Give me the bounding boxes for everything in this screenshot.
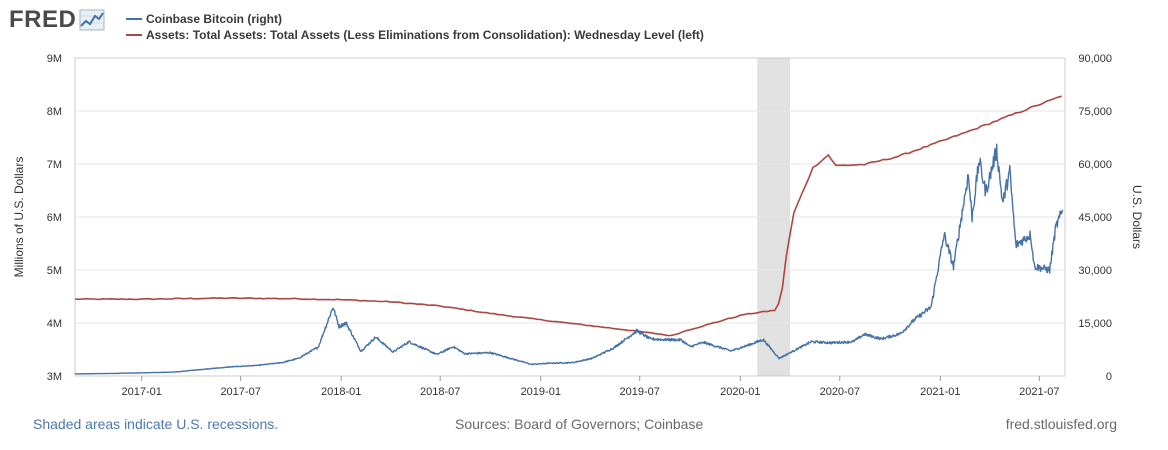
legend-swatch-assets xyxy=(126,34,142,36)
left-axis-tick-label: 5M xyxy=(47,265,62,277)
site-url[interactable]: fred.stlouisfed.org xyxy=(1005,416,1117,432)
legend-item-assets[interactable]: Assets: Total Assets: Total Assets (Less… xyxy=(126,27,704,43)
legend-label-assets: Assets: Total Assets: Total Assets (Less… xyxy=(146,28,704,42)
plot-area: 3M 0 4M 15,000 5M 30,000 6M 45,000 7M 60,000 8M 75,… xyxy=(12,53,1144,398)
right-axis-tick-label: 15,000 xyxy=(1078,318,1112,330)
sources-note: Sources: Board of Governors; Coinbase xyxy=(455,416,704,432)
legend-item-bitcoin[interactable]: Coinbase Bitcoin (right) xyxy=(126,11,704,27)
right-axis-tick-label: 60,000 xyxy=(1078,159,1112,171)
series-line-assets xyxy=(74,95,1062,337)
chart-legend: Coinbase Bitcoin (right) Assets: Total A… xyxy=(126,11,704,43)
x-axis-tick-label: 2019-07 xyxy=(620,386,660,398)
right-axis-tick-label: 90,000 xyxy=(1078,53,1112,65)
left-axis-tick-label: 6M xyxy=(47,212,62,224)
right-axis-title: U.S. Dollars xyxy=(1130,185,1144,249)
legend-label-bitcoin: Coinbase Bitcoin (right) xyxy=(146,12,282,26)
left-axis-tick-label: 9M xyxy=(47,53,62,65)
x-axis-tick-label: 2020-07 xyxy=(820,386,860,398)
right-axis-tick-label: 75,000 xyxy=(1078,106,1112,118)
left-axis-tick-label: 7M xyxy=(47,159,62,171)
recession-note-link[interactable]: Shaded areas indicate U.S. recessions. xyxy=(33,416,279,432)
left-axis-tick-label: 4M xyxy=(47,318,62,330)
x-axis-tick-label: 2018-07 xyxy=(420,386,460,398)
fred-logo[interactable]: FRED xyxy=(9,6,105,34)
x-axis-tick-label: 2017-01 xyxy=(122,386,162,398)
right-axis-tick-label: 0 xyxy=(1106,371,1112,383)
x-axis-tick-label: 2021-07 xyxy=(1019,386,1059,398)
left-axis-tick-label: 3M xyxy=(47,371,62,383)
series-line-bitcoin xyxy=(74,143,1064,375)
fred-logo-text: FRED xyxy=(9,6,77,33)
line-graph-icon xyxy=(79,9,105,31)
left-axis-title: Millions of U.S. Dollars xyxy=(12,157,26,278)
plot-border xyxy=(74,57,1066,377)
right-axis-tick-label: 30,000 xyxy=(1078,265,1112,277)
legend-swatch-bitcoin xyxy=(126,18,142,20)
x-axis-tick-label: 2021-01 xyxy=(920,386,960,398)
x-axis-tick-label: 2020-01 xyxy=(720,386,760,398)
x-axis-tick-label: 2018-01 xyxy=(321,386,361,398)
x-axis-tick-label: 2017-07 xyxy=(220,386,260,398)
x-axis-tick-label: 2019-01 xyxy=(521,386,561,398)
right-axis-tick-label: 45,000 xyxy=(1078,212,1112,224)
left-axis-tick-label: 8M xyxy=(47,106,62,118)
